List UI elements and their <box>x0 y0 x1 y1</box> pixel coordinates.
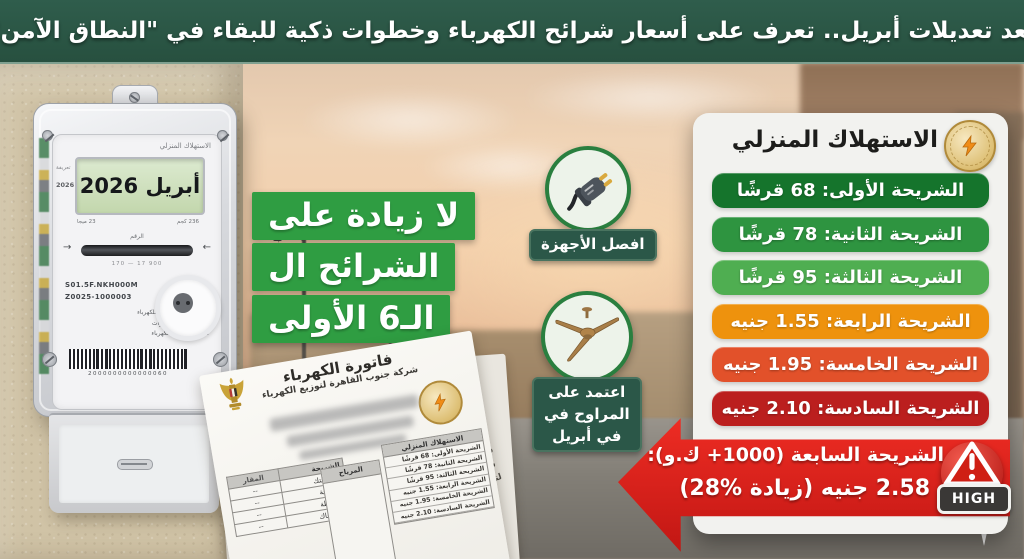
plug-icon <box>559 158 617 220</box>
meter-mid-label: الرقم <box>130 233 144 240</box>
screw-icon <box>129 92 140 103</box>
electricity-meter: الاستهلاك المنزلي أبريل 2026 تعريفة 2026… <box>33 85 237 529</box>
meter-lcd-display: أبريل 2026 <box>75 157 205 215</box>
meter-slot-numbers: 170 — 17 900 <box>111 261 163 267</box>
tip-plug-caption: افصل الأجهزة <box>529 229 657 261</box>
tier-row-4: الشريحة الرابعة: 1.55 جنيه <box>712 303 989 339</box>
tip-fan-caption-line: اعتمد على <box>548 383 626 401</box>
tip-fan-caption-line: في أبريل <box>552 426 622 445</box>
meter-lower-panel <box>59 425 209 503</box>
high-label: HIGH <box>937 484 1011 514</box>
lightning-icon <box>434 392 446 412</box>
meter-reading-right: 236 كجم <box>176 219 199 225</box>
screw-icon <box>42 352 57 367</box>
high-warning-badge: HIGH <box>925 440 1011 516</box>
claim-line-3: الـ6 الأولى <box>252 295 451 343</box>
egypt-eagle-emblem <box>216 374 252 418</box>
meter-lower-housing <box>49 413 219 513</box>
tip-plug-circle <box>545 146 631 232</box>
arrow-left-icon: ← <box>202 242 211 253</box>
screw-icon <box>42 130 53 141</box>
meter-top-label: الاستهلاك المنزلي <box>159 142 211 150</box>
panel-heading: الاستهلاك المنزلي <box>731 127 938 153</box>
bill-tier-list: الاستهلاك المنزلي الشريحة الأولى: 68 قرش… <box>380 428 495 525</box>
electricity-bill: فاتورة الكهرباء شركة جنوب القاهرة لتوزيع… <box>199 330 515 559</box>
screw-icon <box>213 352 228 367</box>
background-scene: الاستهلاك المنزلي أبريل 2026 تعريفة 2026… <box>0 62 1024 559</box>
meter-serial-1: S01.5F.NKH000M <box>65 281 139 289</box>
screw-icon <box>217 130 228 141</box>
tier-row-5: الشريحة الخامسة: 1.95 جنيه <box>712 347 989 382</box>
screw-slot <box>117 459 153 470</box>
arrow-right-icon: → <box>63 242 72 253</box>
electricity-company-logo <box>415 377 467 428</box>
tip-fan-caption: اعتمد على المراوح في في أبريل <box>532 377 642 453</box>
barcode-number: 2000000000000060 <box>88 371 168 377</box>
electricity-authority-logo <box>944 120 996 172</box>
headline-banner: بعد تعديلات أبريل.. تعرف على أسعار شرائح… <box>0 0 1024 64</box>
tier-row-6: الشريحة السادسة: 2.10 جنيه <box>712 390 989 426</box>
meter-slot <box>81 245 193 256</box>
tier-row-1: الشريحة الأولى: 68 قرشًا <box>712 173 989 208</box>
ceiling-fan-icon <box>554 302 620 372</box>
tip-fan-caption-line: المراوح في <box>544 404 630 423</box>
meter-dial-center <box>173 293 193 313</box>
meter-side-year: 2026 <box>56 181 75 189</box>
meter-serial-2: Z0025-1000003 <box>65 293 132 301</box>
meter-face: الاستهلاك المنزلي أبريل 2026 تعريفة 2026… <box>52 134 222 410</box>
tier-row-2: الشريحة الثانية: 78 قرشًا <box>712 216 989 252</box>
meter-terminal-strip <box>39 138 49 374</box>
meter-side-label: تعريفة <box>56 165 71 171</box>
tip-fan-circle <box>541 291 633 383</box>
lightning-icon <box>962 134 977 157</box>
tier-row-3: الشريحة الثالثة: 95 قرشًا <box>712 260 989 295</box>
headline-text: بعد تعديلات أبريل.. تعرف على أسعار شرائح… <box>0 18 1024 44</box>
barcode <box>69 349 187 369</box>
meter-body: الاستهلاك المنزلي أبريل 2026 تعريفة 2026… <box>33 103 237 417</box>
meter-display-value: أبريل 2026 <box>79 174 201 198</box>
meter-dial <box>155 275 221 341</box>
claim-line-2: الشرائح ال <box>252 243 456 291</box>
claim-line-1: لا زيادة على <box>252 192 476 240</box>
meter-reading-left: 23 ميجا <box>77 219 96 225</box>
cloud <box>300 90 520 150</box>
